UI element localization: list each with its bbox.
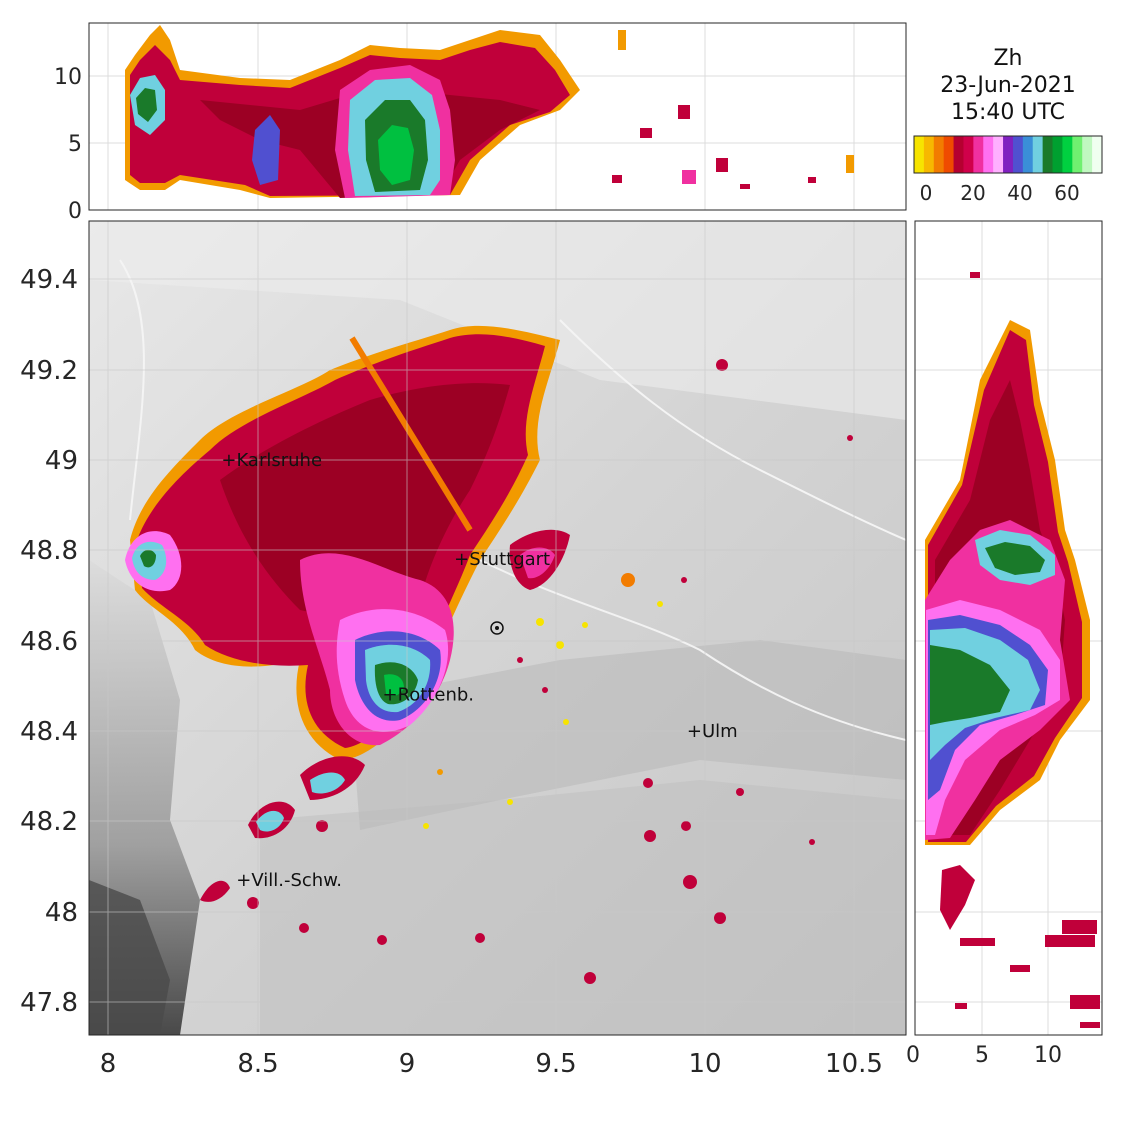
colorbar-swatch <box>1092 136 1103 173</box>
top-y-tick-labels: 0 5 10 <box>54 65 82 224</box>
x-tick-label: 9 <box>399 1049 416 1079</box>
colorbar-swatch <box>993 136 1004 173</box>
colorbar-swatch <box>953 136 964 173</box>
title-block: Zh 23-Jun-2021 15:40 UTC <box>940 46 1075 125</box>
colorbar-swatch <box>1012 136 1024 173</box>
colorbar-swatch <box>923 136 935 173</box>
colorbar-swatch <box>1082 136 1093 173</box>
right-x-tick-label: 5 <box>975 1043 989 1068</box>
colorbar-tick-label: 40 <box>1007 181 1032 205</box>
right-panel-frame <box>914 220 1103 1036</box>
city-label: +Stuttgart <box>454 549 550 570</box>
colorbar-tick-labels: 0 20 40 60 <box>920 181 1080 205</box>
x-tick-label: 9.5 <box>535 1049 576 1079</box>
colorbar-swatch <box>1042 136 1054 173</box>
top-y-tick-label: 5 <box>68 132 82 157</box>
y-tick-label: 49.2 <box>20 356 78 386</box>
radar-site-marker <box>490 621 504 635</box>
top-y-tick-label: 10 <box>54 65 82 90</box>
colorbar-tick-label: 20 <box>960 181 985 205</box>
main-map-panel: +Karlsruhe +Stuttgart +Rottenb. +Ulm +Vill.-… <box>20 220 907 1079</box>
main-x-tick-labels: 8 8.5 9 9.5 10 10.5 <box>100 1049 883 1079</box>
colorbar-swatch <box>1022 136 1034 173</box>
city-markers: +Karlsruhe +Stuttgart +Rottenb. +Ulm +Vill.-… <box>221 450 737 891</box>
colorbar-swatch <box>943 136 955 173</box>
city-label: +Ulm <box>687 721 738 742</box>
colorbar-swatches <box>914 136 1103 173</box>
right-x-tick-labels: 0 5 10 <box>906 1043 1062 1068</box>
y-tick-label: 48.6 <box>20 627 78 657</box>
city-label: +Rottenb. <box>382 685 474 706</box>
colorbar-tick-label: 0 <box>920 181 933 205</box>
right-profile-panel: 0 5 10 <box>906 220 1103 1068</box>
colorbar-swatch <box>1052 136 1063 173</box>
top-y-tick-label: 0 <box>68 199 82 224</box>
variable-title: Zh <box>993 46 1022 71</box>
colorbar-swatch <box>973 136 984 173</box>
top-panel-frame <box>88 22 907 211</box>
x-tick-label: 10 <box>688 1049 721 1079</box>
x-tick-label: 10.5 <box>825 1049 883 1079</box>
y-tick-label: 47.8 <box>20 988 78 1018</box>
main-map-frame <box>88 220 907 1036</box>
right-x-tick-label: 10 <box>1034 1043 1062 1068</box>
colorbar-frame <box>913 135 1103 174</box>
top-profile-panel: 0 5 10 <box>54 22 907 224</box>
city-label: +Vill.-Schw. <box>236 870 342 891</box>
colorbar-swatch <box>1072 136 1083 173</box>
map-gridlines <box>89 221 906 1035</box>
colorbar-swatch <box>933 136 945 173</box>
y-tick-label: 48.2 <box>20 807 78 837</box>
city-label: +Karlsruhe <box>221 450 322 471</box>
y-tick-label: 48.8 <box>20 536 78 566</box>
y-tick-label: 49.4 <box>20 265 78 295</box>
y-tick-label: 49 <box>45 446 78 476</box>
colorbar-swatch <box>1032 136 1044 173</box>
x-tick-label: 8 <box>100 1049 117 1079</box>
colorbar: 0 20 40 60 <box>913 135 1103 205</box>
x-tick-label: 8.5 <box>237 1049 278 1079</box>
date-title: 23-Jun-2021 <box>940 73 1075 98</box>
colorbar-swatch <box>914 136 925 173</box>
top-profile-echoes <box>125 25 854 198</box>
colorbar-swatch <box>963 136 974 173</box>
radar-echoes <box>125 325 853 984</box>
time-title: 15:40 UTC <box>951 100 1065 125</box>
main-y-tick-labels: 49.4 49.2 49 48.8 48.6 48.4 48.2 48 47.8 <box>20 265 78 1018</box>
colorbar-swatch <box>1062 136 1073 173</box>
right-profile-echoes <box>925 272 1100 1028</box>
y-tick-label: 48.4 <box>20 717 78 747</box>
colorbar-swatch <box>1003 136 1014 173</box>
right-x-tick-label: 0 <box>906 1043 920 1068</box>
colorbar-swatch <box>983 136 994 173</box>
colorbar-tick-label: 60 <box>1054 181 1079 205</box>
y-tick-label: 48 <box>45 898 78 928</box>
